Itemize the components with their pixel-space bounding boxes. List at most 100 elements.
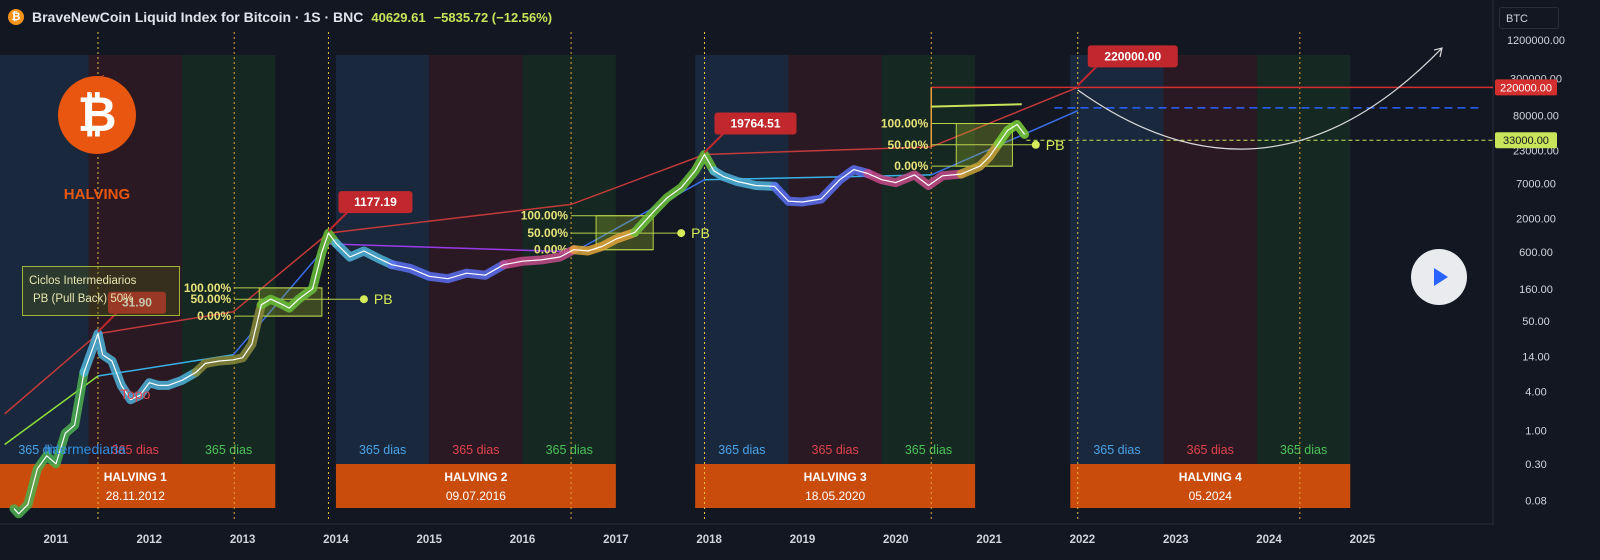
halving-date: 28.11.2012 [106,489,165,503]
phase-band [1163,55,1257,465]
fib-level-label: 100.00% [521,209,569,223]
x-tick-label: 2014 [323,534,349,546]
bitcoin-icon: ₿ [8,9,24,25]
price-badge-label: 220000.00 [1500,82,1552,94]
halving-logo: ₿ ⚡ HALVING [58,70,136,203]
halving-title: HALVING 2 [444,470,507,484]
halving-box [695,464,976,508]
price-badge [1495,132,1557,149]
fib-level-label: 100.00% [184,281,232,295]
x-tick-label: 2022 [1070,534,1096,546]
halving-date: 05.2024 [1189,489,1233,503]
halving-date: 09.07.2016 [446,489,506,503]
phase-band [1070,55,1164,465]
chart-header: ₿ BraveNewCoin Liquid Index for Bitcoin … [8,6,552,28]
pb-dot [359,295,368,304]
intermediaria-line [328,243,574,253]
y-tick-label: 23000.00 [1513,145,1559,157]
callout-box [1087,45,1178,68]
x-tick-label: 2018 [696,534,722,546]
x-tick-label: 2020 [883,534,909,546]
logo-text: HALVING [63,186,131,203]
x-tick-label: 2016 [510,534,536,546]
halving-box [335,464,616,508]
fib-level-label: 50.00% [888,138,929,152]
x-tick-label: 2023 [1163,534,1189,546]
callout-box [107,291,166,314]
x-tick-label: 2025 [1350,534,1376,546]
bitcoin-logo-icon: ₿ [58,76,136,154]
phase-label: 365 dias [452,443,499,457]
y-tick-label: 0.30 [1525,459,1546,471]
info-line-1: Ciclos Intermediarios [29,275,137,287]
price-change: −5835.72 (−12.56%) [433,9,553,25]
callout-pointer [703,131,726,154]
callout-box [714,112,797,135]
phase-label: 365 dias [205,443,252,457]
y-tick-label: 2000.00 [1516,213,1556,225]
x-tick-label: 2021 [976,534,1002,546]
y-tick-label: 0.08 [1525,496,1546,508]
callout-label: 31.90 [122,296,152,310]
topo-label: Topo [120,386,151,402]
x-tick-label: 2011 [44,534,70,546]
callout-label: 220000.00 [1104,49,1161,63]
phase-band [788,55,882,465]
x-tick-label: 2019 [790,534,816,546]
phase-band [1256,55,1351,465]
x-tick-label: 2017 [603,534,629,546]
callout-pointer [1077,64,1099,87]
pb-dot [677,229,686,238]
lightning-icon: ⚡ [88,70,107,100]
pb-dot [1031,140,1040,149]
y-tick-label: 50.00 [1522,316,1550,328]
pb-label: PB [374,291,393,307]
ticker-input[interactable]: BTC [1499,7,1559,29]
halving-box [1070,464,1351,508]
x-tick-label: 2024 [1256,534,1282,546]
halving-title: HALVING 3 [804,470,867,484]
y-tick-label: 1200000.00 [1507,35,1565,47]
y-tick-label: 1.00 [1525,425,1546,437]
y-tick-label: 14.00 [1522,352,1550,364]
topo-line [4,86,1079,415]
y-tick-label: 160.00 [1519,284,1553,296]
info-line-2: PB (Pull Back) 50% [33,293,134,305]
y-tick-label: 7000.00 [1516,178,1556,190]
cycle-line [931,103,1022,108]
phase-label: 365 dias [1093,443,1140,457]
phase-label: 365 dias [546,443,593,457]
last-price: 40629.61 [371,9,426,25]
phase-label: 365 dias [1280,443,1327,457]
halving-title: HALVING 1 [104,470,167,484]
price-badge-label: 33000.00 [1503,135,1549,147]
halving-date: 18.05.2020 [805,489,865,503]
fib-level-label: 0.00% [894,159,928,173]
halving-title: HALVING 4 [1179,470,1242,484]
y-tick-label: 4.00 [1525,387,1546,399]
phase-label: 365 dias [112,443,159,457]
x-tick-label: 2015 [416,534,442,546]
phase-band [181,55,276,465]
phase-label: 365 dias [812,443,859,457]
fib-level-label: 50.00% [191,292,232,306]
projection-arrow-head [1433,47,1443,58]
x-tick-label: 2013 [230,534,256,546]
fib-level-label: 100.00% [881,117,929,131]
fib-level-label: 50.00% [527,226,568,240]
phase-label: 365 dias [18,443,65,457]
phase-label: 365 dias [718,443,765,457]
price-badge [1495,79,1557,96]
play-button[interactable] [1411,249,1467,305]
x-tick-label: 2012 [137,534,163,546]
callout-label: 19764.51 [730,116,780,130]
callout-pointer [327,210,350,232]
callout-box [338,191,413,214]
phase-label: 365 dias [1187,443,1234,457]
chart-title: BraveNewCoin Liquid Index for Bitcoin · … [32,9,364,25]
halving-box [0,464,276,508]
price-line [13,123,1026,515]
play-icon [1434,268,1448,286]
phase-label: 365 dias [359,443,406,457]
